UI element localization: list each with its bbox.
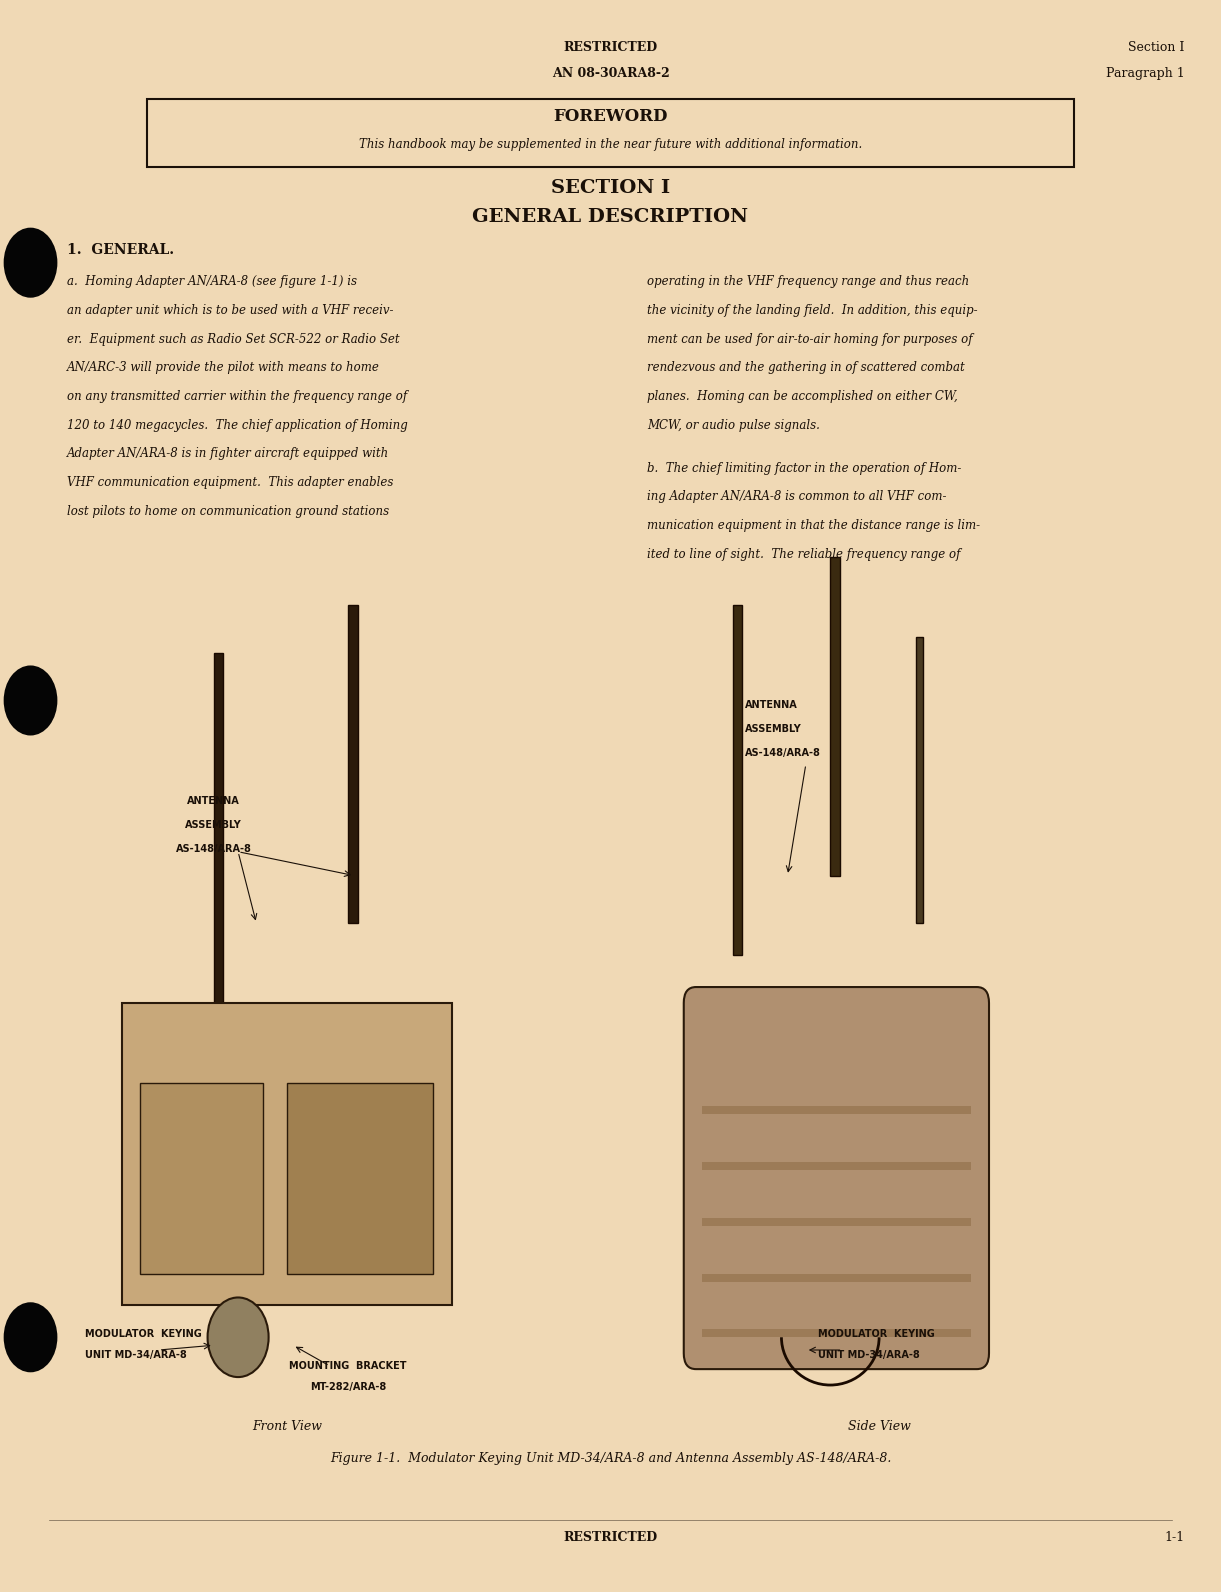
Text: MOUNTING  BRACKET: MOUNTING BRACKET xyxy=(289,1361,407,1371)
Text: 1-1: 1-1 xyxy=(1165,1532,1184,1544)
Text: 120 to 140 megacycles.  The chief application of Homing: 120 to 140 megacycles. The chief applica… xyxy=(67,419,408,431)
Text: UNIT MD-34/ARA-8: UNIT MD-34/ARA-8 xyxy=(85,1350,187,1360)
Text: planes.  Homing can be accomplished on either CW,: planes. Homing can be accomplished on ei… xyxy=(647,390,958,403)
Text: ASSEMBLY: ASSEMBLY xyxy=(745,724,801,734)
Text: Side View: Side View xyxy=(847,1420,911,1433)
Text: AS-148/ARA-8: AS-148/ARA-8 xyxy=(745,748,821,758)
Circle shape xyxy=(4,228,57,298)
FancyBboxPatch shape xyxy=(147,99,1074,167)
Text: a.  Homing Adapter AN/ARA-8 (see figure 1-1) is: a. Homing Adapter AN/ARA-8 (see figure 1… xyxy=(67,275,358,288)
FancyBboxPatch shape xyxy=(684,987,989,1369)
Text: the vicinity of the landing field.  In addition, this equip-: the vicinity of the landing field. In ad… xyxy=(647,304,978,317)
Text: ANTENNA: ANTENNA xyxy=(745,700,797,710)
Text: ited to line of sight.  The reliable frequency range of: ited to line of sight. The reliable freq… xyxy=(647,548,961,560)
Circle shape xyxy=(4,1302,57,1372)
Text: FOREWORD: FOREWORD xyxy=(553,108,668,124)
Text: b.  The chief limiting factor in the operation of Hom-: b. The chief limiting factor in the oper… xyxy=(647,462,961,474)
Text: MODULATOR  KEYING: MODULATOR KEYING xyxy=(85,1329,203,1339)
Bar xyxy=(214,653,223,1003)
Text: operating in the VHF frequency range and thus reach: operating in the VHF frequency range and… xyxy=(647,275,969,288)
Text: This handbook may be supplemented in the near future with additional information: This handbook may be supplemented in the… xyxy=(359,139,862,151)
Text: er.  Equipment such as Radio Set SCR-522 or Radio Set: er. Equipment such as Radio Set SCR-522 … xyxy=(67,333,399,345)
Text: munication equipment in that the distance range is lim-: munication equipment in that the distanc… xyxy=(647,519,980,532)
Text: MCW, or audio pulse signals.: MCW, or audio pulse signals. xyxy=(647,419,821,431)
Text: MT-282/ARA-8: MT-282/ARA-8 xyxy=(310,1382,386,1391)
Text: ment can be used for air-to-air homing for purposes of: ment can be used for air-to-air homing f… xyxy=(647,333,973,345)
Text: Adapter AN/ARA-8 is in fighter aircraft equipped with: Adapter AN/ARA-8 is in fighter aircraft … xyxy=(67,447,389,460)
Circle shape xyxy=(208,1297,269,1377)
Bar xyxy=(348,605,358,923)
Circle shape xyxy=(4,665,57,736)
Text: AS-148/ARA-8: AS-148/ARA-8 xyxy=(176,844,252,853)
Text: Front View: Front View xyxy=(252,1420,322,1433)
Text: Figure 1-1.  Modulator Keying Unit MD-34/ARA-8 and Antenna Assembly AS-148/ARA-8: Figure 1-1. Modulator Keying Unit MD-34/… xyxy=(330,1452,891,1465)
Text: rendezvous and the gathering in of scattered combat: rendezvous and the gathering in of scatt… xyxy=(647,361,965,374)
Text: VHF communication equipment.  This adapter enables: VHF communication equipment. This adapte… xyxy=(67,476,393,489)
FancyBboxPatch shape xyxy=(140,1083,263,1274)
Text: lost pilots to home on communication ground stations: lost pilots to home on communication gro… xyxy=(67,505,389,517)
Text: UNIT MD-34/ARA-8: UNIT MD-34/ARA-8 xyxy=(818,1350,919,1360)
Text: 1.  GENERAL.: 1. GENERAL. xyxy=(67,244,175,256)
Bar xyxy=(702,1218,971,1226)
Text: ing Adapter AN/ARA-8 is common to all VHF com-: ing Adapter AN/ARA-8 is common to all VH… xyxy=(647,490,946,503)
Bar xyxy=(702,1106,971,1114)
Text: on any transmitted carrier within the frequency range of: on any transmitted carrier within the fr… xyxy=(67,390,408,403)
Bar xyxy=(702,1329,971,1337)
Text: ANTENNA: ANTENNA xyxy=(187,796,241,806)
Text: SECTION I: SECTION I xyxy=(551,178,670,197)
Text: Paragraph 1: Paragraph 1 xyxy=(1106,67,1184,80)
Bar xyxy=(702,1162,971,1170)
Text: ASSEMBLY: ASSEMBLY xyxy=(186,820,242,829)
Text: RESTRICTED: RESTRICTED xyxy=(563,41,658,54)
Text: AN 08-30ARA8-2: AN 08-30ARA8-2 xyxy=(552,67,669,80)
Bar xyxy=(702,1274,971,1282)
FancyBboxPatch shape xyxy=(122,1003,452,1305)
Bar xyxy=(916,637,923,923)
Text: GENERAL DESCRIPTION: GENERAL DESCRIPTION xyxy=(473,207,748,226)
Text: AN/ARC-3 will provide the pilot with means to home: AN/ARC-3 will provide the pilot with mea… xyxy=(67,361,380,374)
Text: MODULATOR  KEYING: MODULATOR KEYING xyxy=(818,1329,935,1339)
Bar xyxy=(830,557,840,876)
Text: Section I: Section I xyxy=(1128,41,1184,54)
Text: RESTRICTED: RESTRICTED xyxy=(563,1532,658,1544)
Bar xyxy=(733,605,742,955)
Text: an adapter unit which is to be used with a VHF receiv-: an adapter unit which is to be used with… xyxy=(67,304,393,317)
FancyBboxPatch shape xyxy=(287,1083,433,1274)
